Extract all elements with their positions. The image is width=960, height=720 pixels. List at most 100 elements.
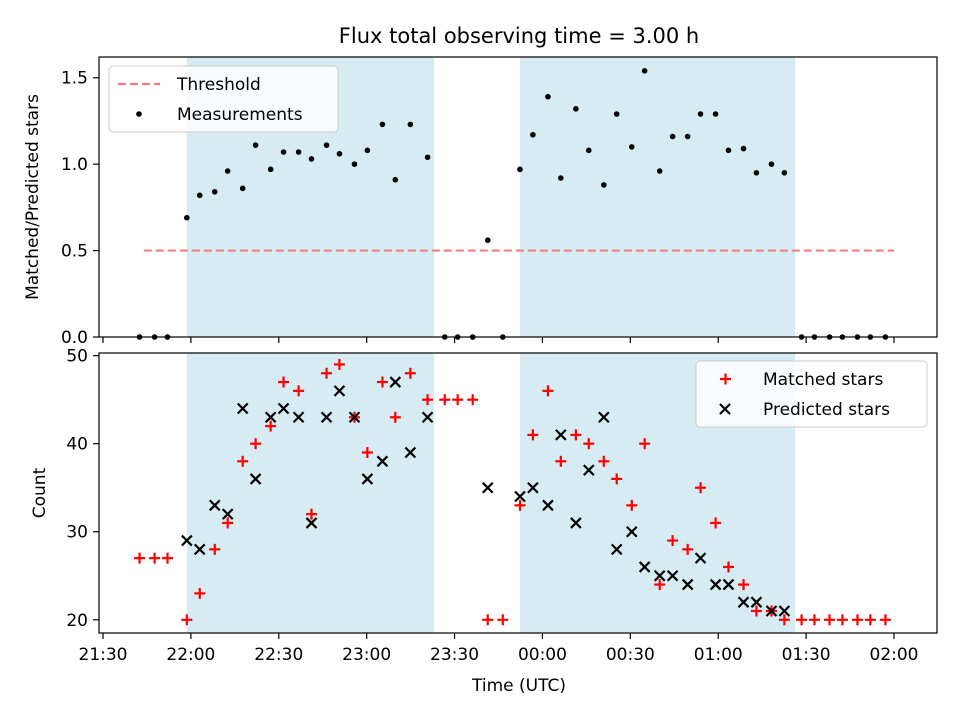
measurement-point [628, 144, 635, 150]
predicted-marker-b [681, 578, 694, 591]
matched-star-point [778, 614, 790, 626]
matched-star-point [879, 614, 891, 626]
matched-star-point [738, 579, 750, 591]
predicted-star-point [582, 464, 595, 476]
predicted-star-point [598, 411, 610, 424]
predicted-marker-b [264, 411, 277, 424]
predicted-marker-b [361, 473, 374, 485]
measurement-point [184, 214, 190, 221]
predicted-star-point [193, 543, 206, 556]
matched-star-point [194, 587, 206, 599]
measurement-point [484, 237, 491, 244]
measurement-point [364, 147, 371, 154]
matched-star-point [222, 517, 234, 529]
x-tick-label: 01:00 [694, 645, 743, 665]
matched-star-point [452, 394, 464, 406]
predicted-star-point [292, 411, 305, 424]
legend-top [108, 65, 339, 133]
measurement-point [641, 68, 648, 74]
y-tick-label: 40 [66, 435, 88, 455]
measurement-point [585, 147, 592, 154]
predicted-marker-b [221, 508, 234, 520]
predicted-marker-b [582, 464, 595, 476]
predicted-star-point [610, 543, 623, 556]
measurement-point [697, 111, 704, 117]
legend-box [695, 360, 928, 428]
measurement-point [712, 111, 719, 117]
x-tick-label: 22:30 [254, 645, 303, 665]
predicted-marker-b [277, 402, 290, 415]
predicted-star-point [666, 569, 679, 582]
predicted-star-point [514, 490, 526, 503]
legend-measurement-label: Measurements [177, 105, 303, 125]
predicted-marker-b [694, 552, 707, 564]
predicted-marker-b [709, 578, 722, 591]
axes-frame-1 [98, 56, 938, 338]
predicted-marker-b [666, 569, 679, 582]
chart-title: Flux total observing time = 3.00 h [339, 24, 699, 48]
x-axis-label: Time (UTC) [471, 676, 566, 696]
measurement-point [407, 121, 414, 128]
predicted-star-point [208, 499, 221, 512]
predicted-star-point [389, 376, 402, 388]
predicted-marker-b [333, 385, 346, 397]
predicted-marker-b [778, 605, 791, 617]
measurement-point [740, 145, 747, 152]
matched-star-point [824, 614, 836, 626]
measurement-point [781, 170, 788, 176]
measurement-point [336, 150, 343, 157]
matched-star-point [639, 438, 651, 450]
matched-star-point [527, 429, 539, 441]
y-tick-label: 20 [66, 611, 88, 631]
matched-star-point [237, 455, 249, 467]
predicted-star-point [750, 596, 763, 608]
matched-star-point [695, 482, 707, 494]
predicted-star-point [181, 534, 193, 547]
x-tick-label: 21:30 [79, 645, 128, 665]
matched-star-point [181, 614, 193, 626]
predicted-star-point [264, 411, 277, 424]
matched-star-point [439, 394, 451, 406]
x-tick-label: 00:30 [606, 645, 655, 665]
y-tick-label: 0.5 [61, 242, 88, 262]
predicted-star-point [570, 517, 582, 529]
measurement-point [684, 133, 691, 140]
measurement-point [379, 121, 386, 128]
matched-star-point [667, 535, 679, 547]
y-tick-label: 1.0 [61, 155, 88, 175]
matched-star-point [555, 455, 567, 467]
y-axis-label: Count [30, 467, 50, 518]
predicted-marker-b [598, 411, 610, 424]
matched-star-point [149, 552, 161, 564]
matched-star-point [682, 543, 694, 555]
x-tick-label: 23:00 [342, 645, 391, 665]
predicted-star-point [681, 578, 694, 591]
matched-star-point [808, 614, 820, 626]
matched-star-point [710, 517, 722, 529]
predicted-star-point [421, 411, 434, 424]
matched-star-point [514, 499, 526, 511]
legend-matched-label: Matched stars [763, 370, 883, 390]
matched-star-point [333, 358, 345, 370]
measurement-point [239, 185, 246, 192]
predicted-marker-b [236, 402, 249, 415]
measurement-point [323, 142, 330, 148]
predicted-marker-b [625, 525, 638, 538]
predicted-marker-b [320, 411, 333, 424]
measurement-point [669, 133, 676, 140]
measurement-point [224, 168, 231, 174]
measurement-point [295, 149, 302, 155]
predicted-star-point [722, 578, 735, 591]
predicted-marker-b [737, 596, 750, 608]
observing-window-1 [186, 353, 435, 633]
measurement-point [267, 166, 274, 173]
predicted-marker-b [638, 561, 651, 573]
predicted-marker-b [722, 578, 735, 591]
matched-star-point [293, 385, 305, 397]
matched-star-point [389, 411, 401, 423]
predicted-marker-b [750, 596, 763, 608]
predicted-marker-b [610, 543, 623, 556]
predicted-marker-b [193, 543, 206, 556]
x-tick-label: 00:00 [518, 645, 567, 665]
predicted-marker-b [570, 517, 582, 529]
